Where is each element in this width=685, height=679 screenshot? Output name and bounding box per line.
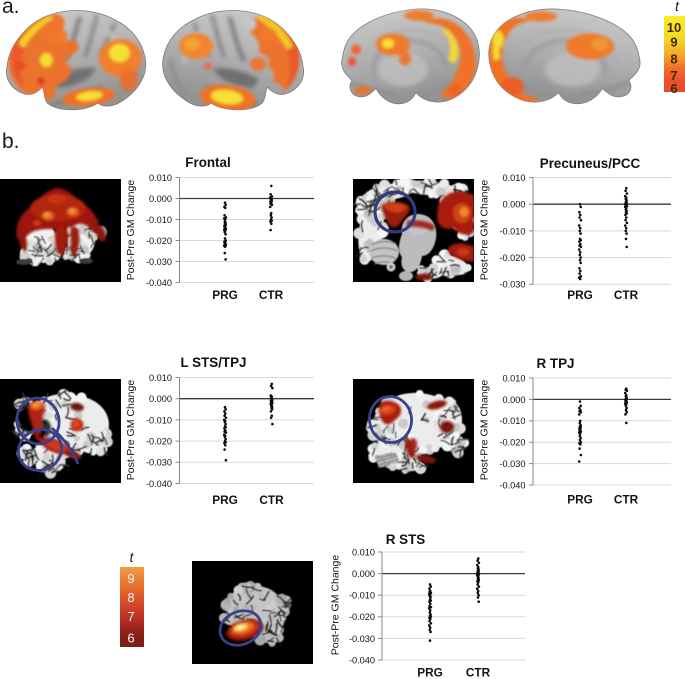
- svg-text:0.000: 0.000: [503, 395, 526, 405]
- svg-text:PRG: PRG: [212, 493, 238, 507]
- svg-text:-0.010: -0.010: [499, 226, 525, 236]
- svg-text:Post-Pre GM Change: Post-Pre GM Change: [330, 555, 342, 656]
- svg-text:CTR: CTR: [466, 666, 491, 679]
- svg-text:-0.030: -0.030: [146, 257, 172, 267]
- svg-text:PRG: PRG: [417, 666, 443, 679]
- svg-text:CTR: CTR: [259, 493, 284, 507]
- svg-text:t: t: [675, 0, 680, 14]
- svg-text:7: 7: [127, 609, 134, 624]
- svg-text:8: 8: [127, 590, 134, 605]
- svg-text:-0.010: -0.010: [499, 416, 525, 426]
- svg-text:-0.010: -0.010: [146, 215, 172, 225]
- svg-text:-0.040: -0.040: [499, 480, 525, 490]
- svg-text:6: 6: [127, 631, 134, 646]
- svg-text:0.010: 0.010: [149, 373, 172, 383]
- svg-text:-0.020: -0.020: [499, 253, 525, 263]
- svg-text:L STS/TPJ: L STS/TPJ: [181, 355, 247, 370]
- svg-text:-0.040: -0.040: [146, 278, 172, 288]
- svg-text:R STS: R STS: [386, 532, 426, 547]
- svg-text:t: t: [130, 549, 135, 565]
- svg-text:7: 7: [670, 68, 677, 83]
- svg-text:-0.030: -0.030: [146, 458, 172, 468]
- svg-text:-0.040: -0.040: [349, 655, 375, 665]
- svg-text:-0.030: -0.030: [349, 634, 375, 644]
- svg-text:8: 8: [670, 52, 677, 67]
- svg-text:PRG: PRG: [567, 288, 593, 302]
- svg-text:9: 9: [670, 35, 677, 50]
- svg-text:-0.040: -0.040: [146, 479, 172, 489]
- svg-text:0.000: 0.000: [149, 194, 172, 204]
- svg-text:-0.030: -0.030: [499, 459, 525, 469]
- svg-text:9: 9: [127, 571, 134, 586]
- svg-text:-0.030: -0.030: [499, 280, 525, 290]
- svg-text:0.010: 0.010: [503, 173, 526, 183]
- svg-text:Precuneus/PCC: Precuneus/PCC: [540, 156, 641, 171]
- svg-text:PRG: PRG: [567, 493, 593, 507]
- svg-text:-0.010: -0.010: [349, 591, 375, 601]
- svg-text:0.010: 0.010: [149, 173, 172, 183]
- svg-text:CTR: CTR: [259, 288, 284, 302]
- svg-text:Post-Pre GM Change: Post-Pre GM Change: [479, 380, 491, 481]
- svg-text:R TPJ: R TPJ: [537, 356, 575, 371]
- svg-text:Frontal: Frontal: [185, 155, 230, 170]
- svg-text:Post-Pre GM Change: Post-Pre GM Change: [125, 180, 137, 281]
- svg-text:10: 10: [667, 20, 681, 35]
- svg-text:6: 6: [670, 81, 677, 96]
- svg-text:PRG: PRG: [212, 288, 238, 302]
- svg-text:0.000: 0.000: [149, 394, 172, 404]
- svg-text:Post-Pre GM Change: Post-Pre GM Change: [479, 180, 491, 281]
- svg-text:b.: b.: [2, 130, 20, 153]
- svg-text:-0.020: -0.020: [146, 437, 172, 447]
- svg-text:CTR: CTR: [614, 288, 639, 302]
- svg-text:0.010: 0.010: [352, 547, 375, 557]
- svg-text:a.: a.: [2, 0, 20, 18]
- svg-text:-0.020: -0.020: [349, 612, 375, 622]
- svg-text:-0.010: -0.010: [146, 415, 172, 425]
- svg-text:Post-Pre GM Change: Post-Pre GM Change: [125, 380, 137, 481]
- svg-text:0.010: 0.010: [503, 373, 526, 383]
- svg-text:0.000: 0.000: [503, 200, 526, 210]
- svg-text:-0.020: -0.020: [146, 236, 172, 246]
- svg-text:-0.020: -0.020: [499, 438, 525, 448]
- svg-text:CTR: CTR: [614, 493, 639, 507]
- svg-text:0.000: 0.000: [352, 569, 375, 579]
